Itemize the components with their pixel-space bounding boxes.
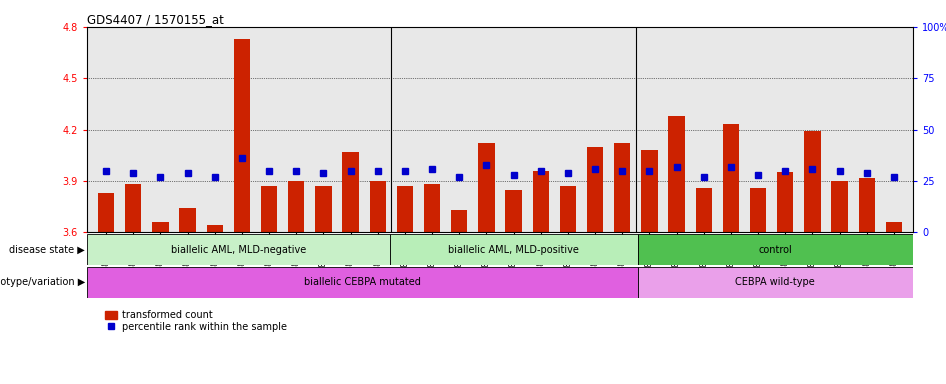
Bar: [614, 143, 630, 232]
Text: genotype/variation ▶: genotype/variation ▶: [0, 277, 85, 287]
Text: disease state ▶: disease state ▶: [9, 245, 85, 255]
Bar: [479, 143, 495, 232]
Legend: transformed count, percentile rank within the sample: transformed count, percentile rank withi…: [101, 306, 290, 336]
Bar: [451, 210, 467, 232]
Bar: [289, 181, 305, 232]
Bar: [777, 172, 794, 232]
Text: CEBPA wild-type: CEBPA wild-type: [735, 277, 815, 287]
Bar: [669, 116, 685, 232]
Bar: [87, 267, 638, 298]
Bar: [641, 150, 657, 232]
Bar: [396, 186, 413, 232]
Bar: [261, 186, 277, 232]
Bar: [87, 234, 390, 265]
Bar: [587, 147, 604, 232]
Bar: [180, 209, 196, 232]
Bar: [152, 222, 168, 232]
Bar: [97, 193, 114, 232]
Bar: [560, 186, 576, 232]
Bar: [533, 171, 549, 232]
Bar: [750, 188, 766, 232]
Bar: [342, 152, 359, 232]
Bar: [832, 181, 848, 232]
Bar: [234, 39, 250, 232]
Text: GDS4407 / 1570155_at: GDS4407 / 1570155_at: [87, 13, 224, 26]
Bar: [424, 184, 440, 232]
Bar: [125, 184, 141, 232]
Bar: [638, 234, 913, 265]
Bar: [370, 181, 386, 232]
Text: biallelic AML, MLD-negative: biallelic AML, MLD-negative: [171, 245, 307, 255]
Bar: [638, 267, 913, 298]
Bar: [804, 131, 820, 232]
Text: control: control: [759, 245, 792, 255]
Bar: [695, 188, 711, 232]
Bar: [206, 225, 223, 232]
Bar: [315, 186, 331, 232]
Bar: [390, 234, 638, 265]
Bar: [723, 124, 739, 232]
Text: biallelic CEBPA mutated: biallelic CEBPA mutated: [304, 277, 421, 287]
Bar: [505, 190, 521, 232]
Bar: [859, 177, 875, 232]
Text: biallelic AML, MLD-positive: biallelic AML, MLD-positive: [448, 245, 579, 255]
Bar: [885, 222, 902, 232]
